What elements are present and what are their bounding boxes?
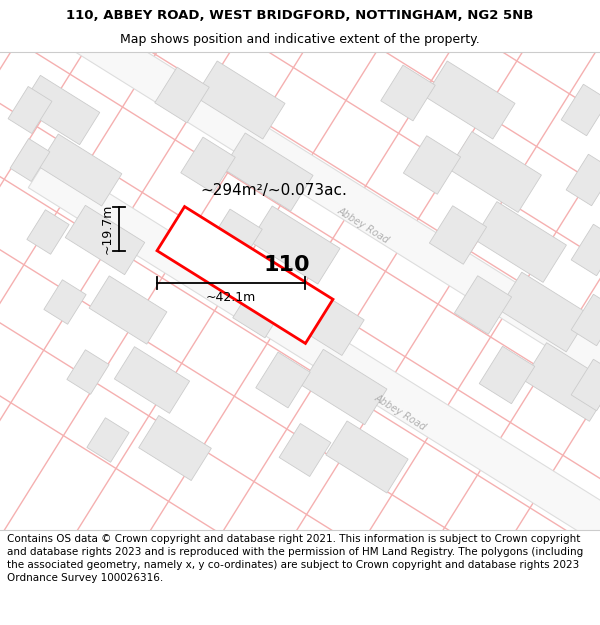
Polygon shape: [20, 76, 100, 144]
Polygon shape: [208, 209, 262, 265]
Polygon shape: [155, 67, 209, 123]
Polygon shape: [181, 137, 235, 193]
Polygon shape: [276, 279, 364, 356]
Text: Map shows position and indicative extent of the property.: Map shows position and indicative extent…: [120, 32, 480, 46]
Polygon shape: [403, 136, 461, 194]
Polygon shape: [27, 210, 69, 254]
Polygon shape: [195, 61, 285, 139]
Polygon shape: [454, 276, 512, 334]
Polygon shape: [430, 206, 487, 264]
Polygon shape: [566, 154, 600, 206]
Polygon shape: [139, 416, 211, 481]
Polygon shape: [28, 156, 600, 625]
Polygon shape: [381, 65, 435, 121]
Polygon shape: [0, 0, 600, 474]
Text: 110, ABBEY ROAD, WEST BRIDGFORD, NOTTINGHAM, NG2 5NB: 110, ABBEY ROAD, WEST BRIDGFORD, NOTTING…: [67, 9, 533, 22]
Polygon shape: [250, 206, 340, 284]
Text: Abbey Road: Abbey Road: [335, 205, 391, 245]
Polygon shape: [571, 294, 600, 346]
Polygon shape: [89, 276, 167, 344]
Polygon shape: [256, 352, 310, 408]
Polygon shape: [571, 359, 600, 411]
Polygon shape: [10, 139, 50, 181]
Polygon shape: [473, 202, 566, 282]
Polygon shape: [523, 342, 600, 421]
Polygon shape: [479, 346, 535, 404]
Polygon shape: [87, 418, 129, 462]
Text: 110: 110: [263, 255, 310, 275]
Polygon shape: [44, 280, 86, 324]
Polygon shape: [301, 349, 387, 424]
Polygon shape: [38, 134, 122, 206]
Polygon shape: [326, 421, 408, 493]
Polygon shape: [157, 207, 333, 343]
Polygon shape: [499, 272, 590, 352]
Polygon shape: [233, 282, 287, 338]
Polygon shape: [561, 84, 600, 136]
Polygon shape: [65, 206, 145, 274]
Text: Abbey Road: Abbey Road: [373, 392, 428, 432]
Text: Contains OS data © Crown copyright and database right 2021. This information is : Contains OS data © Crown copyright and d…: [7, 534, 583, 583]
Polygon shape: [8, 86, 52, 134]
Polygon shape: [279, 424, 331, 476]
Polygon shape: [571, 224, 600, 276]
Text: ~294m²/~0.073ac.: ~294m²/~0.073ac.: [200, 182, 347, 198]
Text: ~19.7m: ~19.7m: [101, 204, 114, 254]
Text: ~42.1m: ~42.1m: [206, 291, 256, 304]
Polygon shape: [425, 61, 515, 139]
Polygon shape: [449, 132, 541, 212]
Polygon shape: [223, 133, 313, 211]
Polygon shape: [115, 347, 190, 413]
Polygon shape: [67, 350, 109, 394]
